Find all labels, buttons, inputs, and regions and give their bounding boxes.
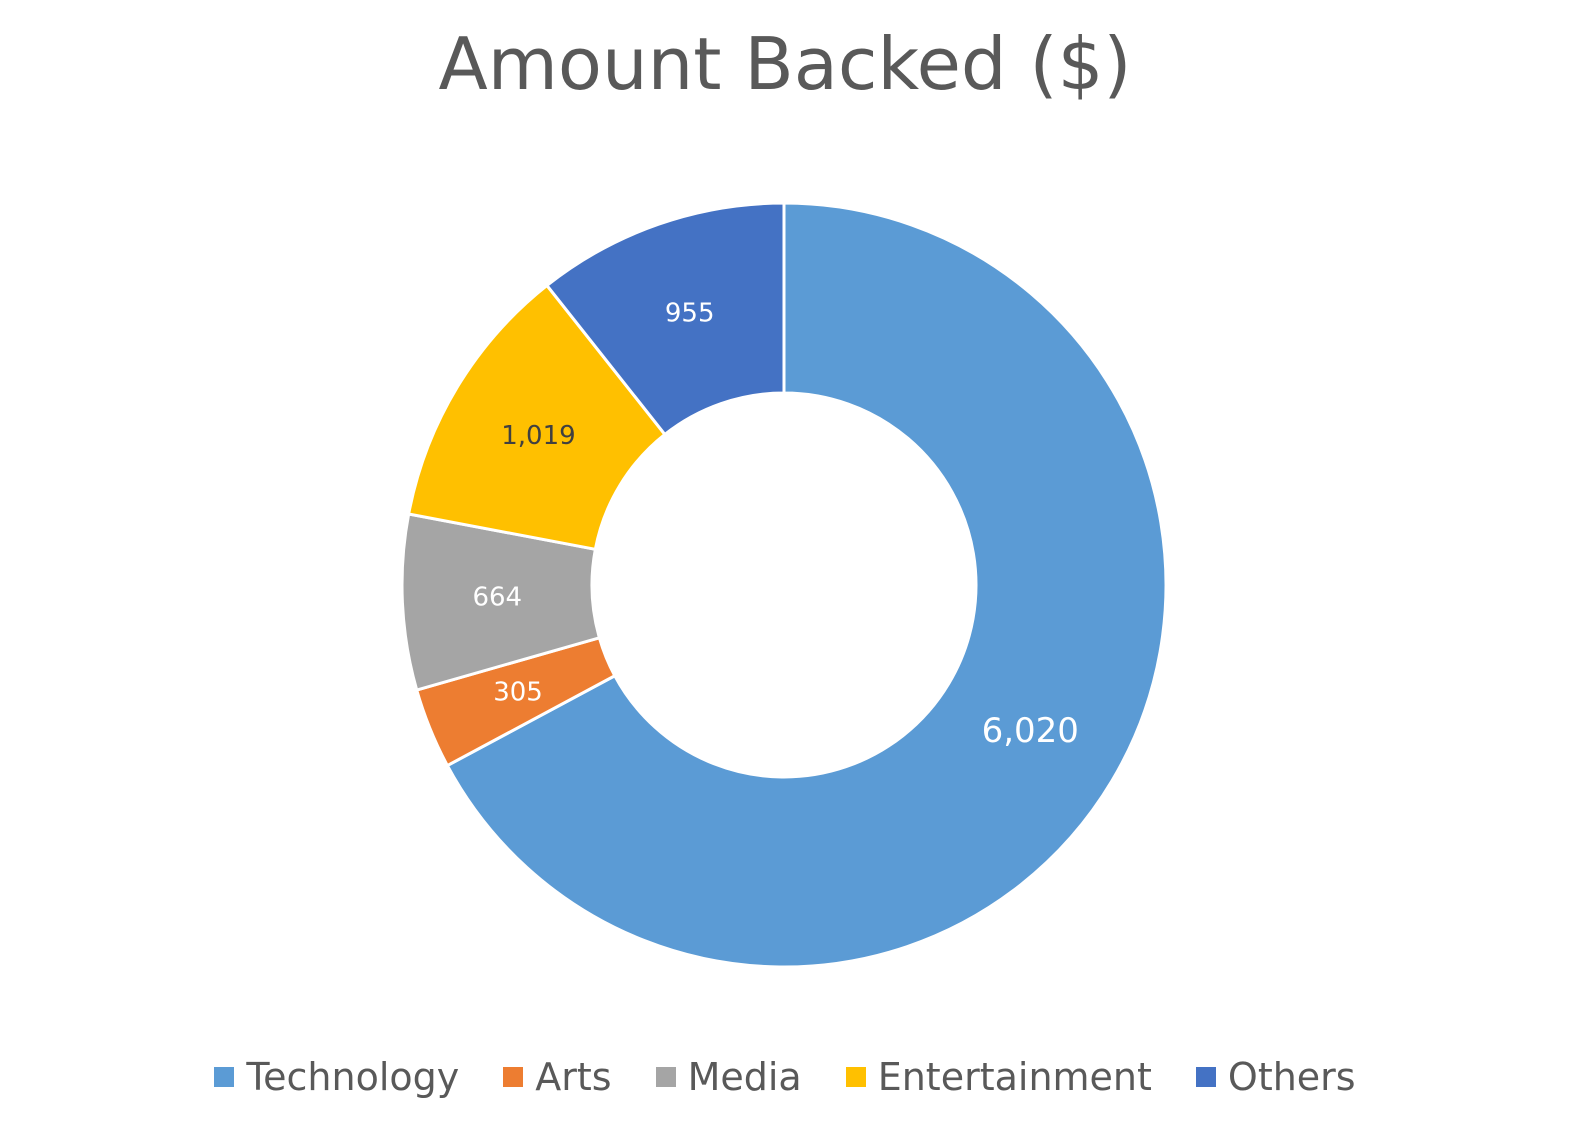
legend-swatch-entertainment [845, 1067, 866, 1087]
data-label-entertainment: 1,019 [501, 421, 575, 451]
legend-item-media: Media [655, 1055, 802, 1099]
data-label-technology: 6,020 [982, 711, 1079, 751]
chart-title: Amount Backed ($) [438, 22, 1132, 106]
slice-others [544, 201, 786, 437]
slice-entertainment [406, 283, 667, 552]
legend-label-others: Others [1227, 1055, 1356, 1099]
legend-label-arts: Arts [535, 1055, 612, 1099]
legend-swatch-others [1195, 1067, 1216, 1087]
legend-swatch-arts [503, 1067, 524, 1087]
legend-item-technology: Technology [214, 1055, 459, 1099]
legend-item-entertainment: Entertainment [845, 1055, 1152, 1099]
legend-label-entertainment: Entertainment [877, 1055, 1152, 1099]
legend-item-others: Others [1195, 1055, 1356, 1099]
chart-legend: Technology Arts Media Entertainment Others [0, 1055, 1570, 1099]
legend-item-arts: Arts [503, 1055, 612, 1099]
legend-swatch-technology [214, 1067, 235, 1087]
legend-label-media: Media [687, 1055, 802, 1099]
data-label-others: 955 [665, 298, 715, 328]
slice-technology [445, 201, 1168, 969]
data-label-media: 664 [472, 583, 522, 613]
legend-label-technology: Technology [246, 1055, 460, 1099]
legend-swatch-media [655, 1067, 676, 1087]
data-label-arts: 305 [493, 677, 543, 707]
